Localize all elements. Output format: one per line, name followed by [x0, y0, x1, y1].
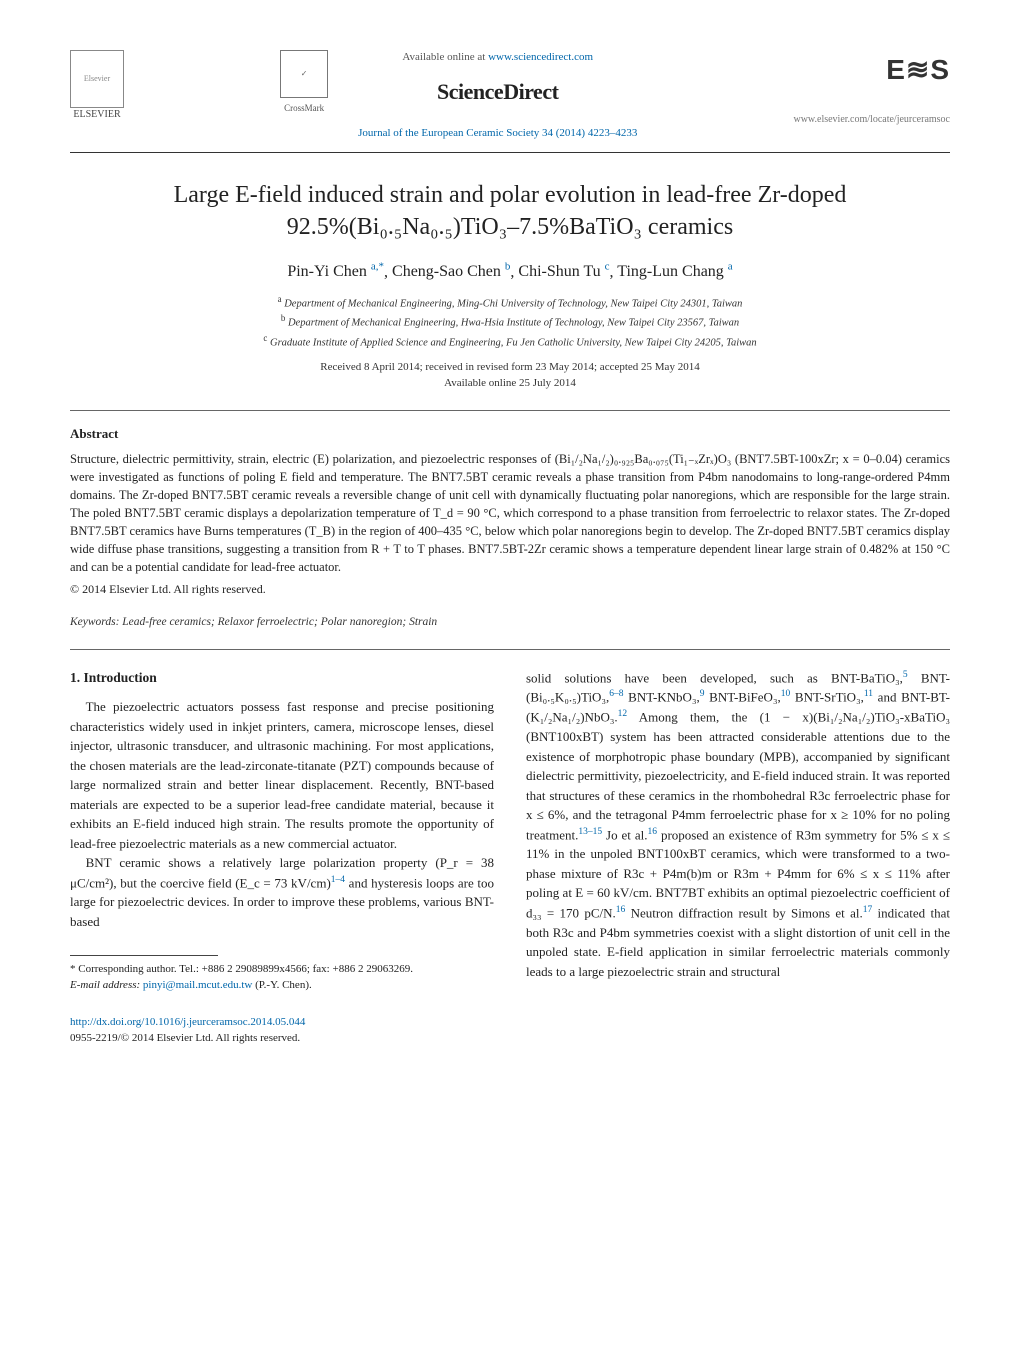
elsevier-tree-icon: Elsevier [70, 50, 124, 108]
title-line-1: Large E-field induced strain and polar e… [174, 182, 847, 208]
author-2: Cheng-Sao Chen b [392, 263, 510, 280]
citation-ref[interactable]: 1–4 [331, 875, 345, 885]
footnote-rule [70, 955, 218, 956]
para-text: BNT-BiFeO₃, [704, 690, 780, 705]
footnote-email-suffix: (P.-Y. Chen). [255, 979, 312, 991]
article-dates: Received 8 April 2014; received in revis… [70, 359, 950, 392]
author-affil-mark[interactable]: a,* [371, 261, 384, 273]
intro-para-2: BNT ceramic shows a relatively large pol… [70, 853, 494, 931]
header-center: ✓ CrossMark Available online at www.scie… [124, 50, 793, 142]
author-affil-mark[interactable]: b [505, 261, 511, 273]
para-text: BNT-SrTiO₃, [790, 690, 864, 705]
affiliation-block: a Department of Mechanical Engineering, … [70, 293, 950, 351]
affil-text: Department of Mechanical Engineering, Mi… [284, 299, 742, 310]
citation-ref[interactable]: 17 [863, 905, 873, 915]
para-text: BNT-KNbO₃, [623, 690, 699, 705]
abstract-body: Structure, dielectric permittivity, stra… [70, 450, 950, 577]
keywords-line: Keywords: Lead-free ceramics; Relaxor fe… [70, 614, 950, 631]
affiliation-c: c Graduate Institute of Applied Science … [70, 332, 950, 351]
citation-ref[interactable]: 10 [781, 689, 791, 699]
author-name: Ting-Lun Chang [617, 263, 724, 280]
abstract-heading: Abstract [70, 425, 950, 444]
intro-heading: 1. Introduction [70, 668, 494, 688]
author-name: Pin-Yi Chen [287, 263, 367, 280]
author-name: Cheng-Sao Chen [392, 263, 501, 280]
copyright-line: © 2014 Elsevier Ltd. All rights reserved… [70, 581, 950, 598]
affiliation-b: b Department of Mechanical Engineering, … [70, 312, 950, 331]
footnote-email-link[interactable]: pinyi@mail.mcut.edu.tw [143, 979, 252, 991]
author-3: Chi-Shun Tu c [518, 263, 609, 280]
affil-text: Department of Mechanical Engineering, Hw… [288, 318, 739, 329]
journal-citation[interactable]: Journal of the European Ceramic Society … [358, 126, 637, 142]
affil-text: Graduate Institute of Applied Science an… [270, 337, 757, 348]
citation-ref[interactable]: 13–15 [578, 827, 602, 837]
article-title: Large E-field induced strain and polar e… [70, 179, 950, 244]
body-columns: 1. Introduction The piezoelectric actuat… [70, 668, 950, 1046]
para-text: Jo et al. [602, 827, 647, 842]
corresponding-author-footnote: * Corresponding author. Tel.: +886 2 290… [70, 962, 494, 993]
affil-mark: b [281, 313, 286, 323]
citation-ref[interactable]: 12 [618, 709, 628, 719]
elsevier-logo: Elsevier ELSEVIER [70, 50, 124, 123]
header-right: E≋S www.elsevier.com/locate/jeurceramsoc [793, 50, 950, 127]
sciencedirect-link[interactable]: www.sciencedirect.com [488, 51, 593, 63]
citation-ref[interactable]: 16 [616, 905, 626, 915]
footnote-tel: * Corresponding author. Tel.: +886 2 290… [70, 962, 494, 977]
crossmark-badge[interactable]: ✓ CrossMark [280, 50, 328, 115]
para-text: Neutron diffraction result by Simons et … [625, 905, 862, 920]
keywords-value: Lead-free ceramics; Relaxor ferroelectri… [122, 616, 437, 628]
keywords-label: Keywords: [70, 616, 119, 628]
issn-line: 0955-2219/© 2014 Elsevier Ltd. All right… [70, 1032, 300, 1044]
journal-site-url[interactable]: www.elsevier.com/locate/jeurceramsoc [793, 113, 950, 128]
crossmark-icon: ✓ [280, 50, 328, 98]
footnote-email-line: E-mail address: pinyi@mail.mcut.edu.tw (… [70, 978, 494, 993]
header-rule [70, 152, 950, 153]
dates-received: Received 8 April 2014; received in revis… [70, 359, 950, 376]
affiliation-a: a Department of Mechanical Engineering, … [70, 293, 950, 312]
author-name: Chi-Shun Tu [518, 263, 600, 280]
affil-mark: c [263, 333, 267, 343]
doi-link[interactable]: http://dx.doi.org/10.1016/j.jeurceramsoc… [70, 1016, 305, 1028]
citation-ref[interactable]: 16 [648, 827, 658, 837]
citation-ref[interactable]: 11 [864, 689, 873, 699]
title-line-2: 92.5%(Bi₀.₅Na₀.₅)TiO₃–7.5%BaTiO₃ ceramic… [287, 214, 733, 240]
para-text: Among them, the (1 − x)(Bi₁/₂Na₁/₂)TiO₃-… [526, 710, 950, 842]
citation-ref[interactable]: 6–8 [609, 689, 623, 699]
header-left: Elsevier ELSEVIER [70, 50, 124, 123]
abstract-top-rule [70, 410, 950, 411]
right-column: solid solutions have been developed, suc… [526, 668, 950, 1046]
crossmark-label: CrossMark [284, 102, 324, 115]
elsevier-label: ELSEVIER [73, 108, 120, 123]
left-column-text: The piezoelectric actuators possess fast… [70, 697, 494, 931]
affil-mark: a [278, 294, 282, 304]
sciencedirect-brand: ScienceDirect [358, 76, 637, 108]
author-affil-mark[interactable]: c [605, 261, 610, 273]
author-affil-mark[interactable]: a [728, 261, 733, 273]
intro-para-1: The piezoelectric actuators possess fast… [70, 697, 494, 853]
right-column-text: solid solutions have been developed, suc… [526, 668, 950, 982]
para-text: solid solutions have been developed, suc… [526, 670, 903, 685]
abstract-bottom-rule [70, 649, 950, 650]
society-logo: E≋S [793, 50, 950, 91]
right-para: solid solutions have been developed, suc… [526, 668, 950, 982]
footnote-email-label: E-mail address: [70, 979, 140, 991]
author-1: Pin-Yi Chen a,* [287, 263, 384, 280]
doi-block: http://dx.doi.org/10.1016/j.jeurceramsoc… [70, 1015, 494, 1046]
dates-online: Available online 25 July 2014 [70, 375, 950, 392]
author-list: Pin-Yi Chen a,*, Cheng-Sao Chen b, Chi-S… [70, 260, 950, 284]
available-online-line: Available online at www.sciencedirect.co… [358, 50, 637, 66]
author-4: Ting-Lun Chang a [617, 263, 732, 280]
left-column: 1. Introduction The piezoelectric actuat… [70, 668, 494, 1046]
available-prefix: Available online at [402, 51, 488, 63]
journal-header: Elsevier ELSEVIER ✓ CrossMark Available … [70, 50, 950, 142]
